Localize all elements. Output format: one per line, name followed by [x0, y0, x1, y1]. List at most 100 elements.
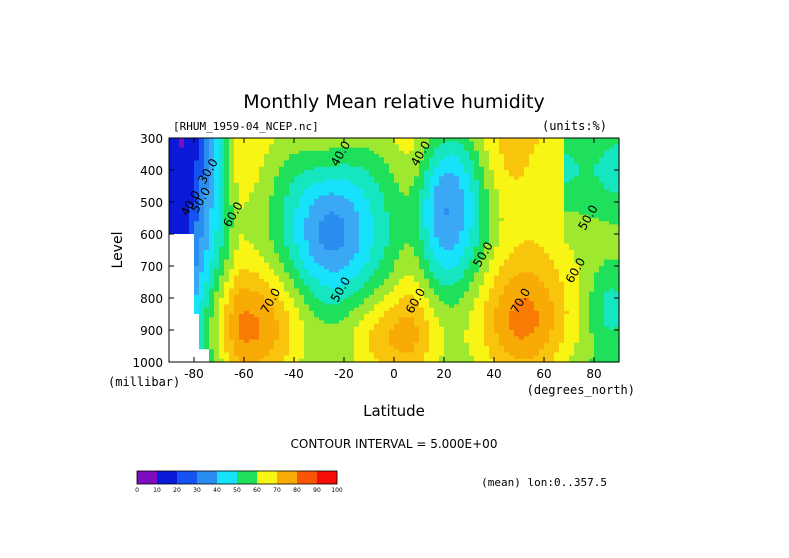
contour-cell [204, 355, 210, 360]
contour-cell [419, 352, 425, 357]
contour-cell [509, 317, 515, 321]
contour-cell [504, 240, 510, 245]
contour-cell [174, 320, 180, 325]
contour-cell [399, 304, 405, 309]
contour-cell [394, 346, 400, 350]
contour-cell [304, 160, 310, 165]
contour-cell [359, 307, 365, 312]
contour-cell [519, 269, 525, 273]
contour-cell [379, 262, 385, 267]
contour-cell [374, 170, 380, 174]
contour-cell [319, 240, 325, 245]
contour-cell [179, 227, 185, 232]
contour-cell [364, 262, 370, 267]
contour-cell [374, 272, 380, 277]
contour-cell [394, 269, 400, 273]
contour-cell [499, 221, 505, 225]
contour-cell [439, 166, 445, 171]
contour-cell [304, 342, 310, 347]
contour-cell [284, 275, 290, 280]
contour-cell [464, 211, 470, 216]
contour-cell [339, 186, 345, 190]
contour-cell [299, 160, 305, 165]
contour-cell [364, 154, 370, 158]
contour-cell [304, 192, 310, 197]
contour-cell [254, 141, 260, 145]
contour-cell [234, 326, 240, 331]
contour-cell [244, 275, 250, 280]
contour-cell [304, 182, 310, 187]
contour-cell [339, 285, 345, 289]
contour-cell [304, 246, 310, 251]
contour-cell [254, 214, 260, 219]
contour-cell [449, 323, 455, 328]
contour-cell [374, 205, 380, 209]
contour-cell [434, 182, 440, 187]
contour-cell [339, 237, 345, 241]
contour-cell [334, 291, 340, 296]
contour-cell [519, 202, 525, 206]
contour-cell [304, 234, 310, 238]
contour-cell [329, 176, 335, 181]
contour-cell [284, 320, 290, 325]
contour-cell [394, 253, 400, 257]
contour-cell [284, 195, 290, 200]
contour-cell [434, 211, 440, 216]
contour-cell [394, 138, 400, 142]
contour-cell [389, 246, 395, 251]
contour-cell [414, 298, 420, 302]
contour-cell [489, 150, 495, 155]
contour-cell [229, 339, 235, 344]
contour-cell [314, 234, 320, 238]
contour-cell [179, 278, 185, 283]
contour-cell [189, 352, 195, 357]
contour-cell [419, 138, 425, 142]
contour-cell [484, 147, 490, 152]
contour-cell [234, 298, 240, 302]
contour-cell [399, 310, 405, 315]
contour-cell [384, 163, 390, 168]
contour-cell [354, 326, 360, 331]
contour-cell [389, 237, 395, 241]
contour-cell [354, 214, 360, 219]
contour-cell [359, 179, 365, 184]
contour-cell [224, 294, 230, 299]
contour-cell [194, 147, 200, 152]
contour-cell [379, 176, 385, 181]
contour-cell [294, 314, 300, 318]
contour-cell [249, 221, 255, 225]
contour-cell [209, 208, 215, 213]
contour-cell [404, 333, 410, 337]
contour-cell [229, 320, 235, 325]
contour-cell [454, 259, 460, 264]
contour-cell [479, 198, 485, 203]
contour-cell [469, 314, 475, 318]
contour-cell [224, 163, 230, 168]
contour-cell [244, 157, 250, 161]
contour-cell [359, 211, 365, 216]
contour-cell [174, 176, 180, 181]
contour-cell [309, 349, 315, 353]
contour-cell [424, 211, 430, 216]
contour-cell [504, 352, 510, 357]
contour-cell [404, 285, 410, 289]
contour-cell [449, 202, 455, 206]
contour-cell [274, 282, 280, 286]
contour-cell [269, 288, 275, 293]
contour-cell [204, 250, 210, 254]
contour-cell [309, 317, 315, 321]
contour-cell [254, 173, 260, 177]
contour-cell [499, 138, 505, 142]
contour-cell [414, 266, 420, 270]
contour-cell [299, 138, 305, 142]
contour-cell [179, 346, 185, 350]
contour-cell [189, 336, 195, 341]
contour-cell [189, 278, 195, 283]
contour-cell [254, 221, 260, 225]
contour-cell [234, 205, 240, 209]
contour-cell [214, 320, 220, 325]
contour-cell [264, 182, 270, 187]
contour-cell [484, 157, 490, 161]
contour-cell [389, 275, 395, 280]
contour-cell [424, 298, 430, 302]
